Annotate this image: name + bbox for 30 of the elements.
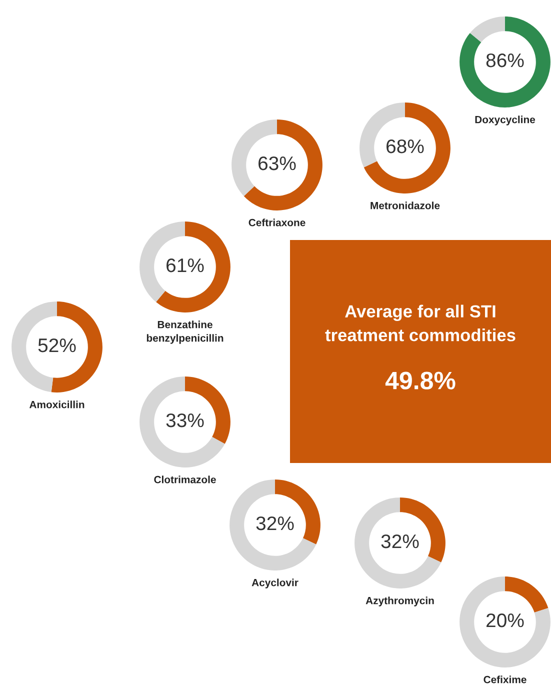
text: Clotrimazole — [154, 476, 216, 484]
donut-slice — [505, 576, 548, 612]
donut-slice — [244, 120, 322, 210]
text: 52% — [38, 338, 76, 352]
text: Amoxicillin — [29, 400, 84, 408]
donut-slice — [354, 498, 442, 588]
text: 68% — [386, 139, 424, 154]
text: Azythromycin — [366, 596, 434, 606]
donut-slice — [230, 480, 316, 570]
text: Cefixime — [484, 676, 526, 684]
text: 32% — [256, 516, 294, 530]
donut-slice — [364, 102, 450, 194]
donut-slice — [460, 16, 550, 108]
text: Doxycycline — [475, 116, 536, 126]
text: Acyclovir — [252, 578, 298, 588]
text: Metronidazole — [370, 202, 440, 210]
text: 33% — [166, 413, 204, 428]
donut-slice — [156, 222, 230, 312]
text: 32% — [381, 534, 419, 548]
text: Average for all STI treatment commodities — [325, 304, 516, 342]
text: Ceftriaxone — [248, 218, 306, 226]
text: 63% — [258, 156, 296, 170]
donut-slice — [140, 376, 225, 468]
donut-slice — [460, 576, 550, 668]
text: 61% — [166, 258, 204, 272]
text: 20% — [486, 613, 524, 628]
text: 49.8% — [385, 372, 456, 390]
donut-slice — [470, 16, 505, 42]
text: Benzathine benzylpenicillin — [146, 320, 224, 344]
text: 86% — [486, 53, 524, 68]
